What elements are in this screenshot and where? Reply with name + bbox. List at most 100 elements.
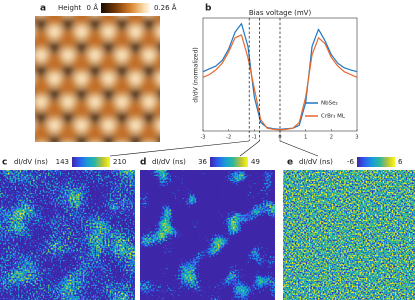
bright-spot <box>92 16 98 17</box>
dark-hole <box>75 41 88 54</box>
bright-spot <box>222 0 238 16</box>
dark-hole <box>62 64 74 77</box>
dark-hole <box>211 41 223 53</box>
bright-spot <box>65 16 71 17</box>
bright-spot <box>100 117 117 134</box>
dark-hole <box>156 88 160 100</box>
colorbar-min: 0 Å <box>87 3 99 12</box>
y-axis-title: dI/dV (normalized) <box>193 47 200 102</box>
dark-hole <box>116 18 128 30</box>
dark-hole <box>8 112 20 124</box>
dark-hole <box>62 111 74 124</box>
dark-hole <box>129 88 142 101</box>
x-tick-label: -1 <box>252 135 257 141</box>
bright-spot <box>222 94 238 110</box>
topography-features <box>8 0 238 157</box>
dark-hole <box>22 88 34 100</box>
bright-spot <box>90 140 100 142</box>
bright-spot <box>127 70 144 87</box>
bright-spot <box>36 140 46 142</box>
x-tick-label: -2 <box>226 135 231 141</box>
bright-spot <box>119 16 125 17</box>
bright-spot <box>63 140 73 142</box>
topography-image <box>8 0 238 157</box>
colorbar <box>210 157 248 167</box>
bright-spot <box>35 122 36 129</box>
bright-spot <box>73 23 90 40</box>
bright-spot <box>35 75 36 82</box>
colorbar-max: 6 <box>398 158 403 166</box>
dark-hole <box>35 64 47 77</box>
bright-spot <box>168 94 184 110</box>
dark-hole <box>184 135 196 147</box>
dark-hole <box>129 135 142 142</box>
dark-hole <box>8 65 20 77</box>
bright-spot <box>35 94 49 110</box>
panel-label: b <box>205 4 212 14</box>
dark-hole <box>35 18 47 30</box>
didv-map <box>140 170 275 300</box>
bright-spot <box>73 70 90 87</box>
dark-hole <box>211 88 223 100</box>
x-tick-label: 3 <box>355 135 358 141</box>
colorbar-title: dI/dV (ns) <box>299 158 333 166</box>
dark-hole <box>89 111 101 124</box>
bright-spot <box>209 24 225 40</box>
bright-spot <box>117 140 127 142</box>
legend-label: CrBr₃ ML <box>321 114 346 120</box>
bright-spot <box>46 23 63 40</box>
panel-label: d <box>140 158 146 168</box>
dark-hole <box>22 135 34 147</box>
dark-hole <box>35 111 47 124</box>
x-tick-label: 2 <box>330 135 333 141</box>
bright-spot <box>154 24 160 40</box>
dark-hole <box>102 41 115 54</box>
maps: c dI/dV (ns) 143 210 d dI/dV (ns) 36 49 e dI/dV (… <box>0 157 415 300</box>
callout-line <box>109 140 250 157</box>
dark-hole <box>156 41 160 53</box>
didv-map <box>0 170 135 300</box>
panel-label: e <box>287 158 293 168</box>
colorbar-min: 36 <box>198 158 207 166</box>
dark-hole <box>156 135 160 142</box>
dark-hole <box>89 18 101 30</box>
bright-spot <box>168 47 184 63</box>
bright-spot <box>35 47 49 64</box>
bright-spot <box>46 70 63 87</box>
bright-spot <box>46 117 63 134</box>
dark-hole <box>8 18 20 30</box>
dark-hole <box>75 135 88 142</box>
dark-hole <box>62 18 74 30</box>
dark-hole <box>48 88 61 101</box>
dark-hole <box>22 0 34 7</box>
dark-hole <box>143 18 155 30</box>
dark-hole <box>48 135 61 142</box>
bright-spot <box>100 70 117 87</box>
dark-hole <box>143 64 155 77</box>
bright-spot <box>87 47 103 64</box>
didv-map <box>283 170 415 300</box>
dark-hole <box>48 41 61 54</box>
bright-spot <box>35 29 36 35</box>
panel-label: c <box>2 158 7 168</box>
colorbar-max: 0.26 Å <box>154 3 177 12</box>
bright-spot <box>154 117 160 133</box>
data-line <box>202 34 358 131</box>
bright-spot <box>195 141 211 157</box>
bright-spot <box>38 16 44 17</box>
dark-hole <box>211 0 223 7</box>
bright-spot <box>127 117 144 134</box>
bright-spot <box>73 117 90 134</box>
panel-label: a <box>40 4 46 14</box>
colorbar-min: 143 <box>56 158 69 166</box>
bright-spot <box>182 24 198 40</box>
colorbar <box>357 157 395 167</box>
dark-hole <box>170 18 182 30</box>
legend-label: NbSe₂ <box>321 101 338 107</box>
dark-hole <box>116 64 128 77</box>
colorbar-max: 49 <box>251 158 260 166</box>
dark-hole <box>89 64 101 77</box>
colorbar-max: 210 <box>113 158 126 166</box>
